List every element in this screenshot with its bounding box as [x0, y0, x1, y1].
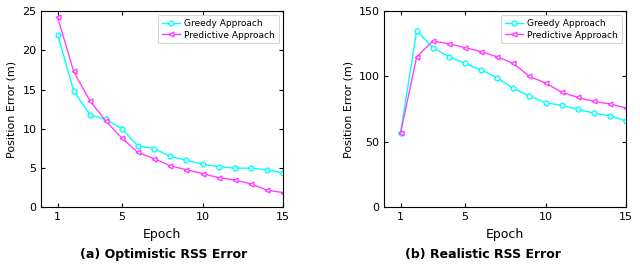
Line: Greedy Approach: Greedy Approach: [398, 28, 628, 135]
Predictive Approach: [263, 189, 271, 192]
Predictive Approach: [118, 137, 126, 140]
Greedy Approach: [198, 163, 206, 166]
Predictive Approach: [70, 70, 77, 73]
Greedy Approach: [574, 108, 582, 111]
Predictive Approach: [574, 96, 582, 99]
Greedy Approach: [477, 68, 485, 72]
Predictive Approach: [279, 191, 287, 194]
Line: Predictive Approach: Predictive Approach: [55, 15, 285, 195]
Greedy Approach: [247, 167, 255, 170]
Predictive Approach: [461, 46, 469, 49]
Text: (a) Optimistic RSS Error: (a) Optimistic RSS Error: [79, 248, 247, 261]
Predictive Approach: [493, 55, 501, 59]
Line: Greedy Approach: Greedy Approach: [55, 32, 285, 175]
Greedy Approach: [493, 76, 501, 79]
Greedy Approach: [445, 55, 452, 59]
Greedy Approach: [70, 90, 77, 93]
Predictive Approach: [134, 151, 142, 154]
Text: (b) Realistic RSS Error: (b) Realistic RSS Error: [405, 248, 561, 261]
Greedy Approach: [182, 159, 190, 162]
Greedy Approach: [461, 62, 469, 65]
Greedy Approach: [102, 118, 109, 121]
Greedy Approach: [86, 113, 93, 116]
Y-axis label: Position Error (m): Position Error (m): [7, 61, 17, 158]
Legend: Greedy Approach, Predictive Approach: Greedy Approach, Predictive Approach: [501, 15, 621, 43]
Greedy Approach: [429, 46, 436, 49]
X-axis label: Epoch: Epoch: [143, 228, 181, 241]
Greedy Approach: [525, 94, 533, 98]
Greedy Approach: [590, 111, 598, 115]
Y-axis label: Position Error (m): Position Error (m): [343, 61, 353, 158]
Greedy Approach: [397, 131, 404, 134]
Predictive Approach: [397, 131, 404, 134]
X-axis label: Epoch: Epoch: [486, 228, 524, 241]
Predictive Approach: [622, 106, 630, 110]
Greedy Approach: [622, 119, 630, 123]
Greedy Approach: [279, 171, 287, 174]
Predictive Approach: [541, 81, 549, 85]
Greedy Approach: [413, 29, 420, 32]
Greedy Approach: [215, 165, 223, 168]
Predictive Approach: [215, 176, 223, 179]
Predictive Approach: [429, 39, 436, 43]
Greedy Approach: [231, 167, 239, 170]
Predictive Approach: [606, 102, 614, 106]
Greedy Approach: [263, 168, 271, 171]
Greedy Approach: [541, 101, 549, 104]
Legend: Greedy Approach, Predictive Approach: Greedy Approach, Predictive Approach: [158, 15, 278, 43]
Predictive Approach: [558, 91, 566, 94]
Greedy Approach: [118, 127, 126, 130]
Predictive Approach: [247, 182, 255, 185]
Greedy Approach: [166, 155, 174, 158]
Greedy Approach: [150, 147, 158, 150]
Predictive Approach: [102, 119, 109, 123]
Greedy Approach: [606, 114, 614, 117]
Predictive Approach: [166, 164, 174, 167]
Line: Predictive Approach: Predictive Approach: [398, 39, 628, 135]
Predictive Approach: [590, 100, 598, 103]
Predictive Approach: [198, 172, 206, 175]
Greedy Approach: [134, 144, 142, 148]
Predictive Approach: [150, 157, 158, 160]
Predictive Approach: [231, 178, 239, 182]
Predictive Approach: [477, 50, 485, 53]
Predictive Approach: [86, 99, 93, 102]
Greedy Approach: [509, 87, 517, 90]
Predictive Approach: [525, 75, 533, 78]
Predictive Approach: [182, 168, 190, 171]
Predictive Approach: [509, 62, 517, 65]
Predictive Approach: [413, 55, 420, 59]
Predictive Approach: [54, 16, 61, 19]
Predictive Approach: [445, 42, 452, 45]
Greedy Approach: [54, 33, 61, 36]
Greedy Approach: [558, 104, 566, 107]
